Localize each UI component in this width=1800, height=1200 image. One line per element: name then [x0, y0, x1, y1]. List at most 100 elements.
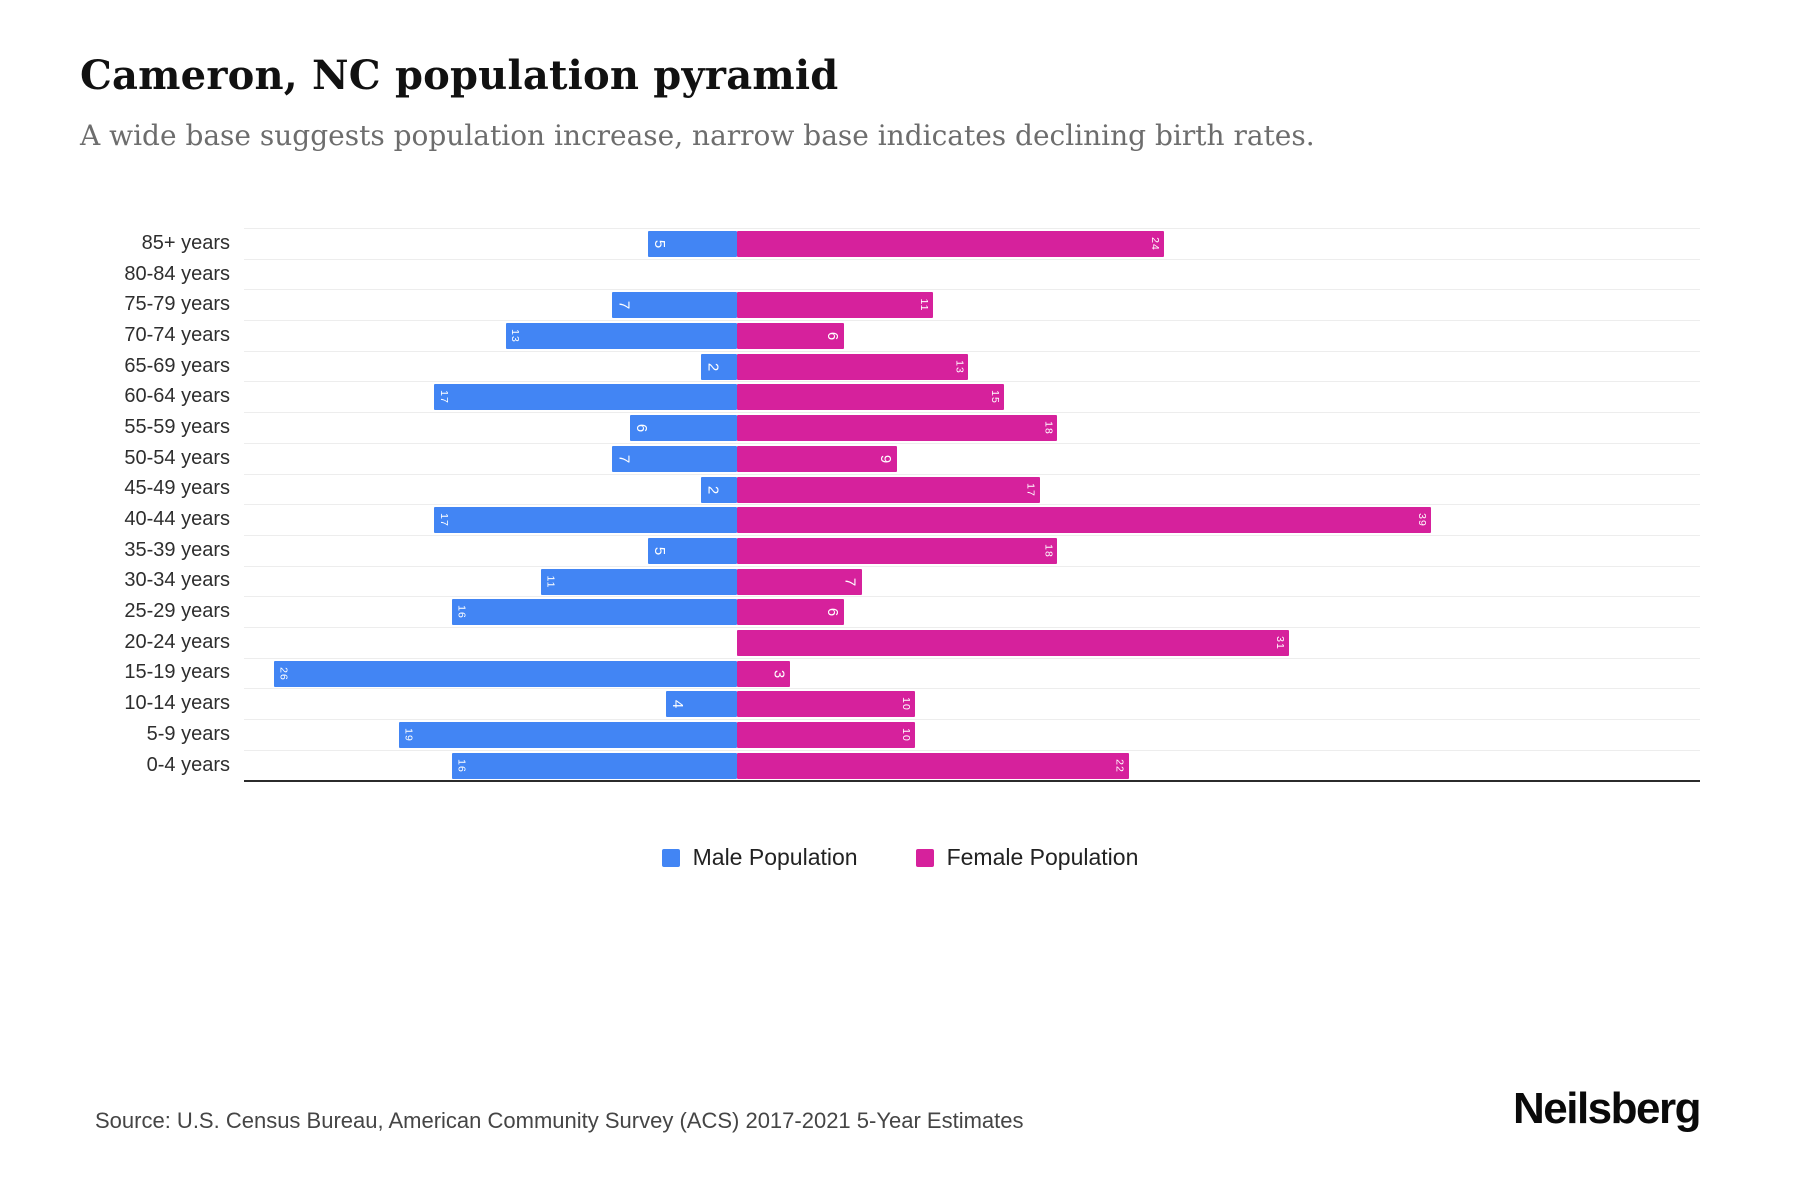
bar-value-label: 3 [770, 669, 788, 678]
chart-row: 25-29 years 16 6 [80, 596, 1700, 627]
legend-item-female[interactable]: Female Population [915, 844, 1139, 871]
bar-value-label: 15 [989, 390, 1001, 405]
male-bar[interactable]: 16 [452, 752, 737, 779]
chart-row: 75-79 years 7 11 [80, 289, 1700, 320]
bar-value-label: 16 [455, 605, 468, 620]
male-bar[interactable]: 4 [665, 691, 737, 718]
row-plot-area: 2 13 [244, 350, 1700, 382]
bar-value-label: 6 [633, 423, 651, 433]
row-plot-area: 13 6 [244, 320, 1700, 351]
male-bar[interactable]: 26 [274, 660, 737, 687]
row-plot-area: 5 18 [244, 534, 1700, 566]
row-plot-area: 19 10 [244, 719, 1700, 750]
female-bar[interactable]: 7 [737, 568, 862, 595]
bar-value-label: 2 [704, 362, 722, 371]
chart-row: 30-34 years 11 7 [80, 565, 1700, 597]
male-bar[interactable]: 2 [701, 353, 737, 380]
age-group-label: 50-54 years [124, 446, 230, 469]
bar-value-label: 19 [402, 728, 415, 742]
female-bar[interactable]: 6 [737, 599, 844, 626]
age-group-label: 65-69 years [124, 354, 230, 377]
female-bar[interactable]: 13 [737, 353, 969, 380]
bar-value-label: 11 [544, 575, 557, 589]
age-group-label: 15-19 years [124, 661, 230, 684]
female-bar[interactable]: 10 [737, 722, 915, 748]
female-bar[interactable]: 18 [737, 537, 1058, 564]
bar-value-label: 17 [1024, 482, 1037, 497]
row-plot-area: 17 15 [244, 381, 1700, 412]
bar-value-label: 24 [1149, 237, 1162, 251]
male-bar[interactable]: 5 [648, 231, 737, 257]
row-plot-area: 16 22 [244, 749, 1700, 781]
population-pyramid-chart: 85+ years 5 24 80-84 years 75-79 years 7 11 70-… [80, 228, 1700, 783]
bar-value-label: 7 [615, 301, 633, 310]
male-bar[interactable]: 11 [541, 568, 737, 595]
female-bar[interactable]: 22 [737, 752, 1129, 779]
bar-value-label: 13 [953, 359, 966, 374]
bar-value-label: 6 [823, 608, 841, 617]
neilsberg-logo: Neilsberg [1512, 1084, 1702, 1133]
male-bar[interactable]: 19 [398, 722, 737, 748]
female-bar[interactable]: 31 [737, 629, 1289, 656]
age-group-label: 70-74 years [124, 323, 230, 346]
chart-legend: Male Population Female Population [0, 844, 1800, 871]
row-plot-area: 2 17 [244, 473, 1700, 505]
bar-value-label: 17 [437, 390, 450, 405]
male-bar[interactable]: 5 [648, 537, 737, 564]
female-bar[interactable]: 24 [737, 231, 1165, 257]
female-bar[interactable]: 17 [737, 476, 1040, 503]
female-bar[interactable]: 3 [737, 660, 791, 687]
female-bar[interactable]: 6 [737, 323, 844, 350]
age-group-label: 5-9 years [146, 722, 230, 745]
age-group-label: 55-59 years [124, 415, 230, 438]
bar-value-label: 11 [917, 298, 930, 312]
male-bar[interactable]: 7 [612, 292, 737, 319]
age-group-label: 60-64 years [124, 385, 230, 408]
female-bar[interactable]: 11 [737, 292, 933, 319]
male-bar[interactable]: 2 [701, 476, 737, 503]
bar-value-label: 16 [455, 758, 468, 773]
male-legend-swatch-icon [661, 848, 680, 867]
row-plot-area: 17 39 [244, 504, 1700, 535]
chart-row: 35-39 years 5 18 [80, 534, 1700, 566]
age-group-label: 80-84 years [124, 262, 230, 285]
male-bar[interactable]: 6 [630, 415, 737, 442]
x-axis-line [244, 780, 1700, 783]
row-plot-area [244, 258, 1700, 290]
female-bar[interactable]: 10 [737, 691, 915, 718]
legend-item-male[interactable]: Male Population [661, 844, 858, 871]
chart-row: 5-9 years 19 10 [80, 719, 1700, 750]
chart-row: 50-54 years 7 9 [80, 442, 1700, 474]
age-group-label: 25-29 years [124, 600, 230, 623]
male-bar[interactable]: 7 [612, 445, 737, 472]
row-plot-area: 26 3 [244, 657, 1700, 689]
bar-value-label: 9 [877, 454, 895, 463]
male-bar[interactable]: 13 [505, 323, 737, 350]
row-plot-area: 16 6 [244, 596, 1700, 627]
female-bar[interactable]: 39 [737, 507, 1432, 534]
bar-value-label: 22 [1113, 758, 1126, 773]
age-group-label: 10-14 years [124, 692, 230, 715]
age-group-label: 0-4 years [146, 753, 230, 776]
chart-row: 85+ years 5 24 [80, 228, 1700, 259]
chart-row: 80-84 years [80, 258, 1700, 290]
male-bar[interactable]: 17 [434, 384, 737, 411]
chart-footer: Source: U.S. Census Bureau, American Com… [0, 1084, 1800, 1134]
age-group-label: 30-34 years [124, 569, 230, 592]
female-legend-swatch-icon [915, 848, 934, 867]
row-plot-area: 5 24 [244, 228, 1700, 259]
male-bar[interactable]: 17 [434, 507, 737, 534]
legend-label: Male Population [692, 844, 858, 871]
chart-row: 55-59 years 6 18 [80, 412, 1700, 443]
male-bar[interactable]: 16 [452, 599, 737, 626]
bar-value-label: 2 [704, 485, 722, 494]
legend-label: Female Population [946, 844, 1139, 871]
female-bar[interactable]: 9 [737, 445, 898, 472]
age-group-label: 75-79 years [124, 293, 230, 316]
pyramid-rows: 85+ years 5 24 80-84 years 75-79 years 7 11 70-… [80, 228, 1700, 780]
female-bar[interactable]: 18 [737, 415, 1058, 442]
female-bar[interactable]: 15 [737, 384, 1004, 411]
bar-value-label: 10 [900, 728, 912, 742]
age-group-label: 40-44 years [124, 508, 230, 531]
row-plot-area: 4 10 [244, 688, 1700, 719]
